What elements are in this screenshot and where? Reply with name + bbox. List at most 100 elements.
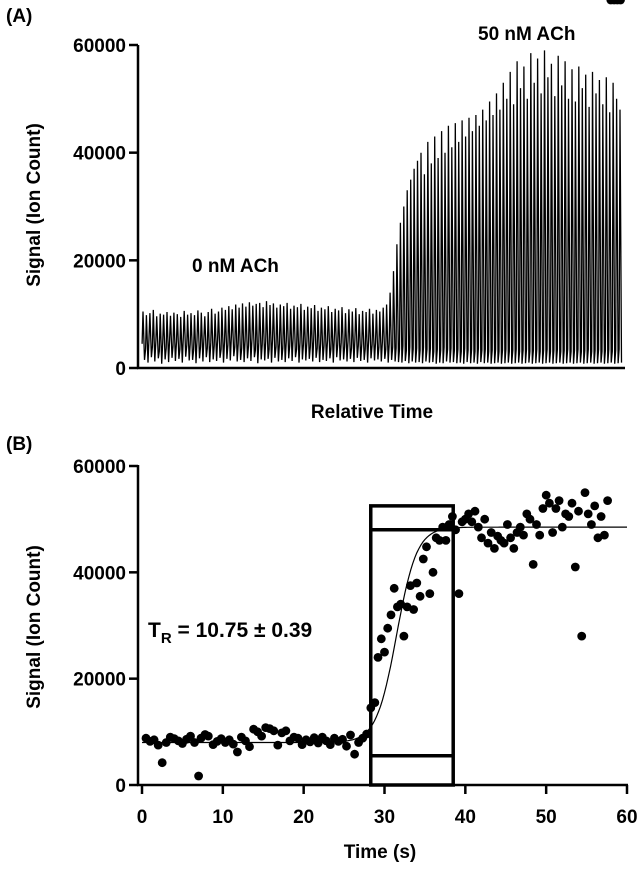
- data-point: [580, 488, 590, 497]
- data-point: [346, 730, 355, 740]
- data-point: [567, 498, 577, 508]
- data-point: [157, 758, 167, 768]
- data-point: [418, 554, 428, 564]
- data-point: [483, 538, 493, 548]
- data-point: [409, 605, 418, 614]
- y-tick-label: 60000: [73, 457, 126, 478]
- data-point: [412, 578, 422, 588]
- data-point: [548, 528, 557, 537]
- data-point: [422, 542, 431, 552]
- data-point: [570, 562, 580, 572]
- x-tick-label: 60: [616, 807, 637, 828]
- data-point: [415, 591, 425, 601]
- retention-time-box: [369, 504, 455, 787]
- data-point: [470, 506, 480, 516]
- panel-a-y-ticks: 0 20000 40000 60000: [73, 36, 138, 380]
- x-tick-label: 0: [137, 807, 148, 828]
- data-point: [444, 520, 454, 529]
- data-point: [425, 589, 435, 598]
- panel-b-data-points: [141, 0, 625, 781]
- data-point: [551, 504, 561, 513]
- y-tick-label: 60000: [73, 36, 126, 57]
- data-point: [480, 514, 490, 524]
- data-point: [273, 740, 283, 750]
- data-point: [603, 496, 612, 505]
- data-point: [257, 731, 266, 741]
- tr-annotation: TR = 10.75 ± 0.39: [148, 619, 312, 647]
- x-tick-label: 20: [293, 807, 314, 828]
- data-point: [435, 536, 444, 545]
- data-point: [269, 726, 279, 736]
- annotation-0nm-ach: 0 nM ACh: [192, 256, 279, 277]
- y-tick-label: 20000: [73, 670, 126, 691]
- data-point: [350, 749, 359, 759]
- data-point: [596, 512, 606, 521]
- data-point: [376, 634, 386, 644]
- data-point: [399, 631, 409, 641]
- data-point: [486, 528, 496, 537]
- y-tick-label: 40000: [73, 144, 126, 165]
- data-point: [503, 520, 512, 529]
- x-tick-label: 40: [455, 807, 476, 828]
- panel-a-label: (A): [6, 6, 32, 27]
- data-point: [186, 731, 195, 741]
- data-point: [370, 698, 380, 707]
- panel-a-y-axis-label: Signal (Ion Count): [24, 123, 45, 287]
- data-point: [499, 538, 509, 548]
- data-point: [616, 0, 625, 5]
- annotation-50nm-ach: 50 nM ACh: [478, 24, 575, 45]
- data-point: [228, 739, 238, 749]
- data-point: [281, 726, 291, 736]
- data-point: [532, 520, 541, 529]
- data-point: [564, 512, 574, 521]
- data-point: [583, 509, 593, 519]
- signal-trace-line: [141, 50, 623, 364]
- data-point: [245, 742, 254, 752]
- box-outline: [369, 504, 455, 787]
- data-point: [325, 740, 335, 749]
- data-point: [386, 610, 396, 620]
- y-tick-label: 0: [115, 359, 126, 380]
- data-point: [203, 731, 213, 741]
- data-point: [338, 734, 347, 744]
- data-point: [525, 514, 535, 524]
- data-point: [448, 512, 457, 521]
- data-point: [383, 623, 393, 633]
- data-point: [194, 771, 204, 781]
- data-point: [441, 536, 451, 545]
- panel-b-x-axis-label: Time (s): [344, 842, 417, 863]
- panel-b: (B) Signal (Ion Count) 0200004000060000 …: [6, 0, 638, 863]
- data-point: [342, 741, 351, 751]
- y-tick-label: 40000: [73, 563, 126, 584]
- data-point: [590, 501, 600, 511]
- data-point: [293, 733, 303, 743]
- data-point: [577, 631, 587, 641]
- data-point: [380, 647, 389, 657]
- data-point: [153, 740, 163, 750]
- data-point: [467, 517, 477, 527]
- data-point: [574, 506, 583, 516]
- panel-b-y-axis-label: Signal (Ion Count): [24, 545, 45, 709]
- data-point: [535, 530, 545, 540]
- x-tick-label: 10: [212, 807, 233, 828]
- data-point: [515, 522, 525, 532]
- data-point: [454, 589, 464, 598]
- x-tick-label: 30: [374, 807, 395, 828]
- data-point: [506, 533, 515, 543]
- data-point: [545, 498, 554, 508]
- data-point: [587, 520, 596, 529]
- data-point: [541, 490, 551, 500]
- data-point: [362, 729, 372, 739]
- x-tick-label: 50: [536, 807, 557, 828]
- data-point: [428, 567, 438, 577]
- data-point: [451, 525, 460, 535]
- data-point: [490, 544, 499, 553]
- panel-b-label: (B): [6, 434, 32, 455]
- data-point: [538, 504, 548, 513]
- data-point: [557, 522, 567, 532]
- panel-a-x-axis-label: Relative Time: [311, 402, 433, 423]
- panel-b-x-ticks: 0 10 20 30 40 50 60: [137, 785, 638, 828]
- panel-b-y-ticks: 0 20000 40000 60000: [73, 457, 138, 797]
- data-point: [554, 496, 564, 505]
